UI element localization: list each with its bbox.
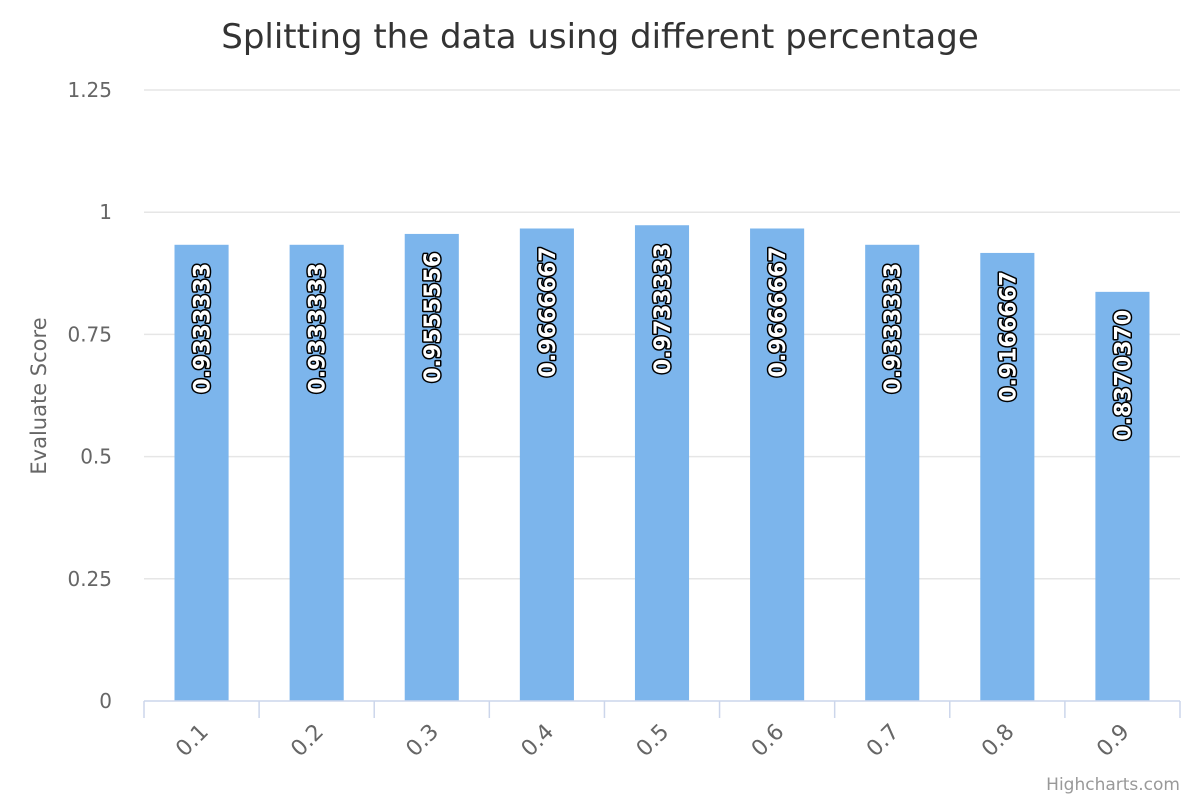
x-tick-label: 0.5 [632, 720, 674, 762]
y-tick-label: 0.5 [80, 445, 112, 469]
data-label: 0.9733333 [651, 243, 676, 374]
data-label: 0.9333333 [881, 263, 906, 394]
x-axis [143, 700, 1181, 718]
bar[interactable] [980, 252, 1035, 701]
y-tick-label: 1 [99, 200, 112, 224]
y-axis-ticks: 0 0.25 0.5 0.75 1 1.25 [67, 78, 112, 713]
x-tick-label: 0.9 [1092, 720, 1134, 762]
bar[interactable] [750, 228, 805, 701]
data-labels: 0.9333333 0.9333333 0.9555556 0.9666667 0.97… [189, 242, 1138, 442]
x-axis-ticks: 0.1 0.2 0.3 0.4 0.5 0.6 0.7 0.8 0.9 [171, 720, 1134, 762]
chart-title: Splitting the data using different perce… [221, 17, 979, 57]
x-tick-label: 0.7 [862, 720, 904, 762]
bar[interactable] [519, 228, 574, 701]
bar[interactable] [404, 233, 459, 701]
y-tick-label: 0.25 [67, 567, 112, 591]
x-tick-label: 0.2 [286, 720, 328, 762]
x-tick-label: 0.8 [977, 720, 1019, 762]
bar[interactable] [174, 244, 229, 701]
y-axis-label: Evaluate Score [27, 317, 51, 474]
bar[interactable] [865, 244, 920, 701]
data-label: 0.9666667 [536, 246, 561, 377]
x-tick-label: 0.1 [171, 720, 213, 762]
bar[interactable] [289, 244, 344, 701]
data-label: 0.9666667 [766, 246, 791, 377]
y-tick-label: 0 [99, 689, 112, 713]
data-label: 0.9166667 [996, 271, 1021, 402]
credits-link[interactable]: Highcharts.com [1046, 775, 1180, 795]
data-label: 0.9333333 [191, 263, 216, 394]
y-tick-label: 1.25 [67, 78, 112, 102]
x-tick-label: 0.3 [402, 720, 444, 762]
data-label: 0.9333333 [306, 263, 331, 394]
data-label: 0.9555556 [421, 252, 446, 383]
bar[interactable] [1095, 291, 1150, 701]
y-tick-label: 0.75 [67, 322, 112, 346]
x-tick-label: 0.4 [517, 720, 559, 762]
bar[interactable] [634, 225, 690, 701]
data-label: 0.8370370 [1111, 310, 1136, 441]
x-tick-label: 0.6 [747, 720, 789, 762]
bars [174, 225, 1150, 701]
